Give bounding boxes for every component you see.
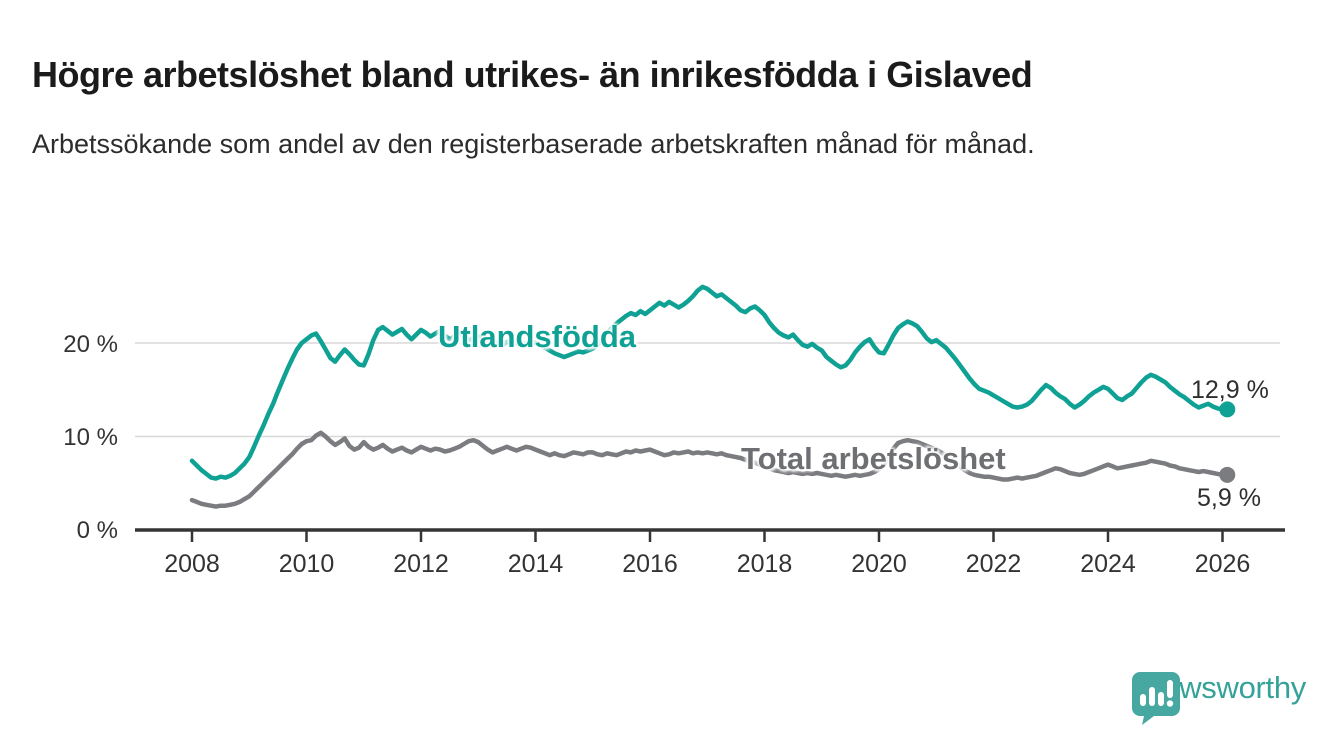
series-label-utlandsfodda: Utlandsfödda (438, 319, 637, 354)
y-axis-tick-20: 20 % (63, 331, 118, 358)
series-label-total-arbetsloshet: Total arbetslöshet (741, 441, 1006, 476)
x-axis-tick-label: 2016 (622, 550, 678, 578)
x-axis-tick-label: 2020 (851, 550, 907, 578)
x-axis-tick-label: 2022 (966, 550, 1022, 578)
series-end-dot-utlandsfodda (1219, 401, 1236, 418)
y-axis-tick-10: 10 % (63, 424, 118, 451)
series-line-total (189, 430, 1230, 509)
x-axis-tick-label: 2018 (737, 550, 793, 578)
series-end-dot-total (1219, 466, 1236, 483)
x-axis-tick-label: 2014 (508, 550, 564, 578)
x-axis-tick-label: 2026 (1195, 550, 1251, 578)
y-axis-tick-0: 0 % (76, 517, 118, 544)
x-axis-tick-label: 2012 (393, 550, 449, 578)
x-axis-tick-label: 2008 (164, 550, 220, 578)
end-value-label-utlandsfodda: 12,9 % (1191, 376, 1269, 404)
end-value-label-total: 5,9 % (1197, 484, 1261, 512)
page-title: Högre arbetslöshet bland utrikes- än inr… (32, 54, 1033, 96)
newsworthy-logo: Newsworthy (1130, 670, 1306, 725)
x-axis-tick-label: 2010 (279, 550, 335, 578)
chart-subtitle: Arbetssökande som andel av den registerb… (32, 129, 1035, 159)
x-axis-tick-label: 2024 (1080, 550, 1136, 578)
series-line-utlandsfodda (189, 284, 1230, 481)
